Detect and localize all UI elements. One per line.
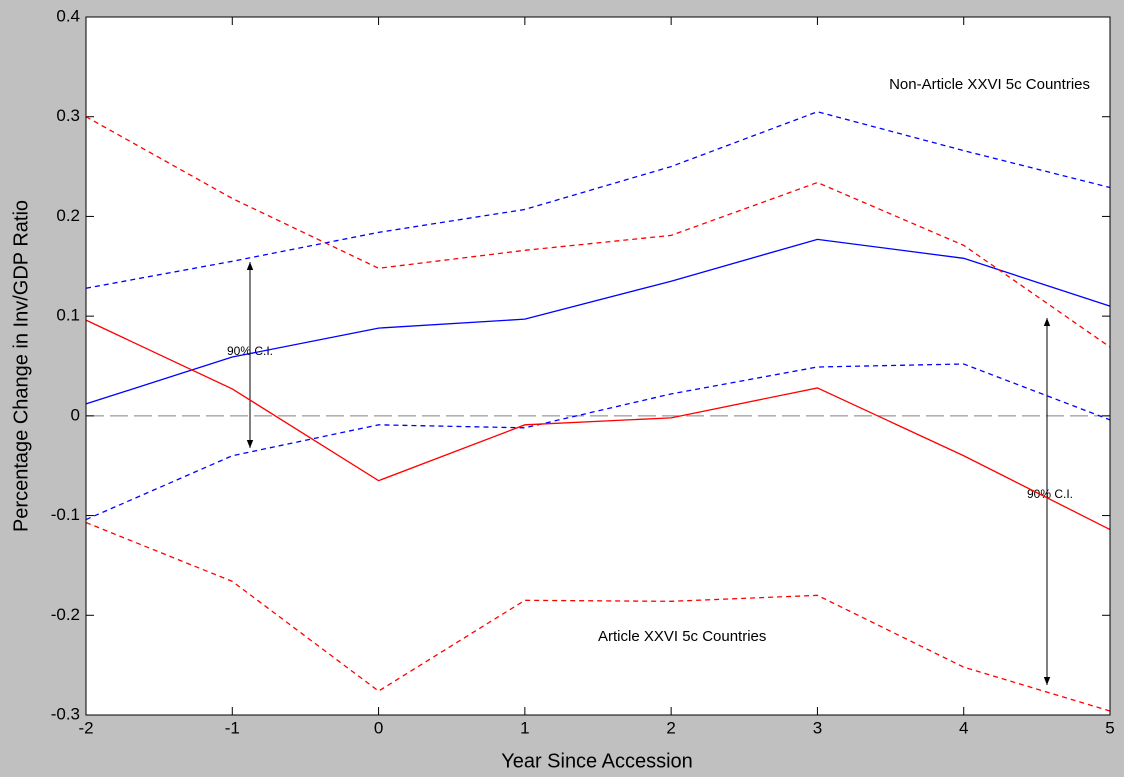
x-tick-label: 1 xyxy=(520,718,529,737)
x-tick-label: 3 xyxy=(813,718,822,737)
annotation: 90% C.I. xyxy=(1027,487,1073,501)
y-tick-label: 0 xyxy=(71,405,80,424)
x-tick-label: 0 xyxy=(374,718,383,737)
series-line xyxy=(85,521,1111,712)
y-tick-label: 0.3 xyxy=(56,106,80,125)
series-line xyxy=(85,363,1111,521)
y-tick-label: -0.3 xyxy=(51,704,80,723)
x-tick-label: 2 xyxy=(666,718,675,737)
x-axis-label: Year Since Accession xyxy=(501,750,693,772)
x-tick-label: 5 xyxy=(1105,718,1114,737)
annotation: Article XXVI 5c Countries xyxy=(598,628,766,645)
y-tick-label: -0.2 xyxy=(51,605,80,624)
x-tick-label: -1 xyxy=(225,718,240,737)
x-tick-label: -2 xyxy=(78,718,93,737)
y-tick-label: -0.1 xyxy=(51,505,80,524)
series-line xyxy=(85,111,1111,289)
y-tick-label: 0.2 xyxy=(56,206,80,225)
annotation: 90% C.I. xyxy=(227,344,273,358)
y-tick-label: 0.1 xyxy=(56,306,80,325)
y-axis-label: Percentage Change in Inv/GDP Ratio xyxy=(10,200,32,532)
series-line xyxy=(85,238,1111,405)
series-line xyxy=(85,319,1111,531)
y-tick-label: 0.4 xyxy=(56,6,80,25)
annotation: Non-Article XXVI 5c Countries xyxy=(889,76,1090,93)
x-tick-label: 4 xyxy=(959,718,968,737)
plot-frame xyxy=(85,16,1111,716)
series-line xyxy=(85,116,1111,348)
plot-area xyxy=(86,17,1110,715)
